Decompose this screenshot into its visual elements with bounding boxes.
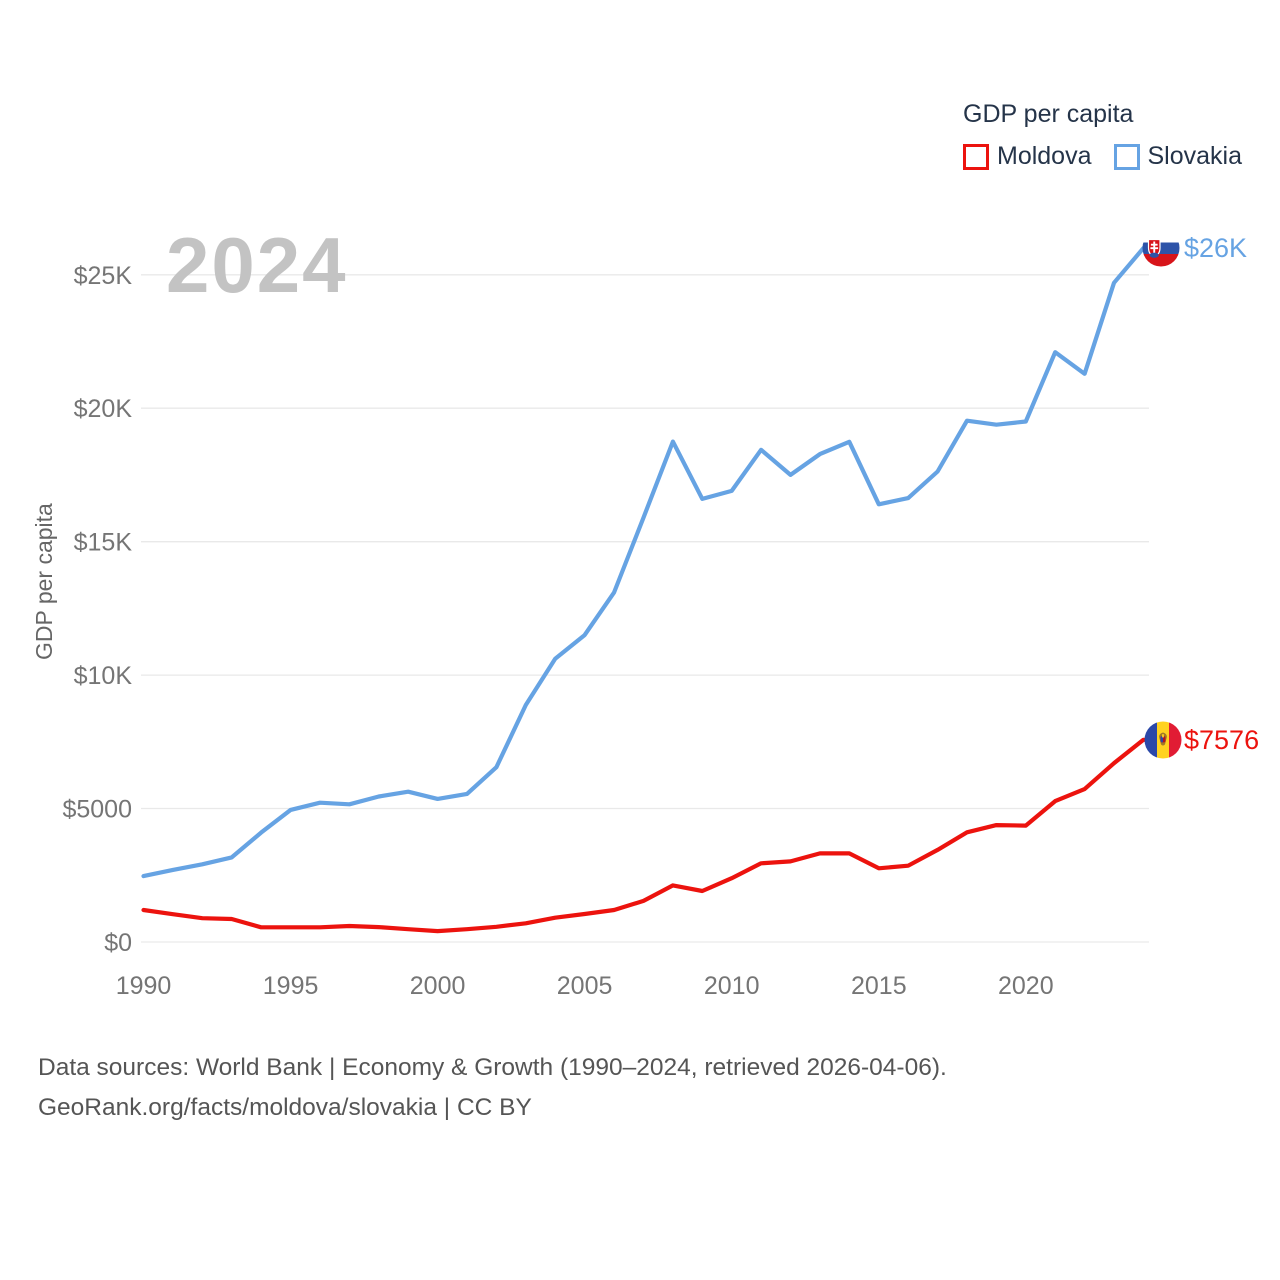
x-tick-label: 1995	[263, 972, 319, 1000]
legend-item-slovakia[interactable]: Slovakia	[1113, 142, 1243, 171]
y-tick-label: $15K	[74, 529, 133, 557]
moldova-flag-icon	[1144, 721, 1182, 759]
moldova-line[interactable]	[141, 737, 1156, 934]
y-tick-label: $5000	[62, 796, 132, 824]
slovakia-swatch-icon	[1113, 143, 1140, 170]
y-tick-label: $25K	[74, 262, 133, 290]
x-tick-label: 2005	[557, 972, 613, 1000]
moldova-end-label: $7576	[1184, 725, 1260, 755]
slovakia-flag-icon	[1142, 229, 1180, 267]
x-tick-label: 2015	[851, 972, 907, 1000]
x-tick-label: 2000	[410, 972, 466, 1000]
slovakia-line[interactable]	[141, 246, 1156, 879]
x-tick-label: 2020	[998, 972, 1054, 1000]
legend: GDP per capita Moldova Slovakia	[963, 100, 1242, 171]
legend-label-moldova: Moldova	[997, 142, 1092, 170]
slovakia-end-label: $26K	[1184, 233, 1248, 263]
watermark-year: 2024	[166, 221, 348, 309]
y-tick-label: $20K	[74, 395, 133, 423]
footer-sources-line: Data sources: World Bank | Economy & Gro…	[38, 1054, 947, 1081]
legend-label-slovakia: Slovakia	[1147, 142, 1243, 170]
footer-attribution-line: GeoRank.org/facts/moldova/slovakia | CC …	[38, 1093, 532, 1121]
legend-item-moldova[interactable]: Moldova	[963, 142, 1092, 171]
x-tick-label: 2010	[704, 972, 760, 1000]
footer-caption: Data sources: World Bank | Economy & Gro…	[38, 1048, 947, 1127]
legend-items: Moldova Slovakia	[963, 142, 1242, 171]
y-axis-title: GDP per capita	[31, 503, 57, 661]
y-tick-label: $0	[104, 929, 132, 957]
x-tick-label: 1990	[116, 972, 172, 1000]
moldova-swatch-icon	[963, 143, 989, 170]
legend-title: GDP per capita	[963, 100, 1134, 128]
y-tick-label: $10K	[74, 662, 133, 690]
